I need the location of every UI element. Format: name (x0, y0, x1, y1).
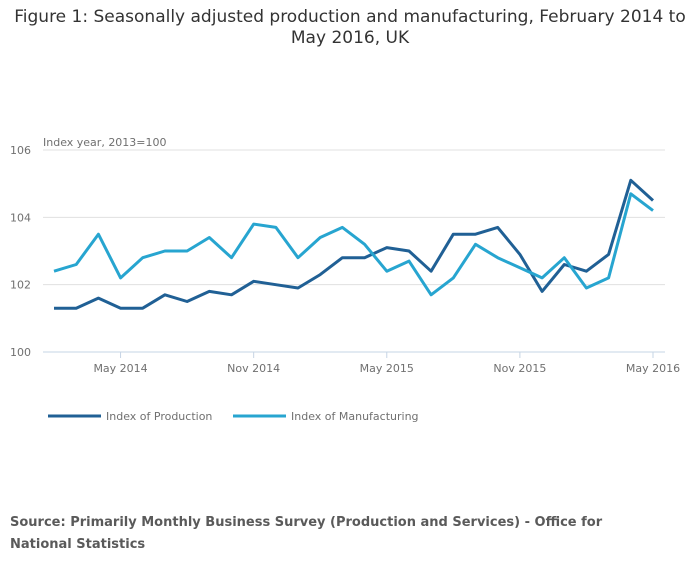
series-line-1 (53, 192, 654, 297)
y-axis: 100 102 104 106 (10, 144, 31, 359)
source-note: Source: Primarily Monthly Business Surve… (10, 515, 603, 552)
x-tick-label: May 2016 (626, 362, 680, 375)
chart-title: Figure 1: Seasonally adjusted production… (14, 7, 686, 48)
x-tick-label: Nov 2014 (227, 362, 280, 375)
y-axis-title: Index year, 2013=100 (43, 136, 167, 149)
legend-label: Index of Production (106, 410, 212, 423)
x-tick-label: Nov 2015 (493, 362, 546, 375)
gridlines (43, 149, 665, 286)
legend: Index of Production Index of Manufacturin… (48, 410, 419, 423)
series-line-0 (54, 178, 655, 310)
series-lines (53, 178, 655, 310)
y-tick-label: 102 (10, 279, 31, 292)
y-tick-label: 106 (10, 144, 31, 157)
y-tick-label: 104 (10, 211, 31, 224)
x-tick-label: May 2015 (360, 362, 414, 375)
x-axis: May 2014 Nov 2014 May 2015 Nov 2015 May 2016 (43, 351, 680, 375)
legend-label: Index of Manufacturing (291, 410, 419, 423)
y-tick-label: 100 (10, 346, 31, 359)
x-tick-label: May 2014 (93, 362, 147, 375)
